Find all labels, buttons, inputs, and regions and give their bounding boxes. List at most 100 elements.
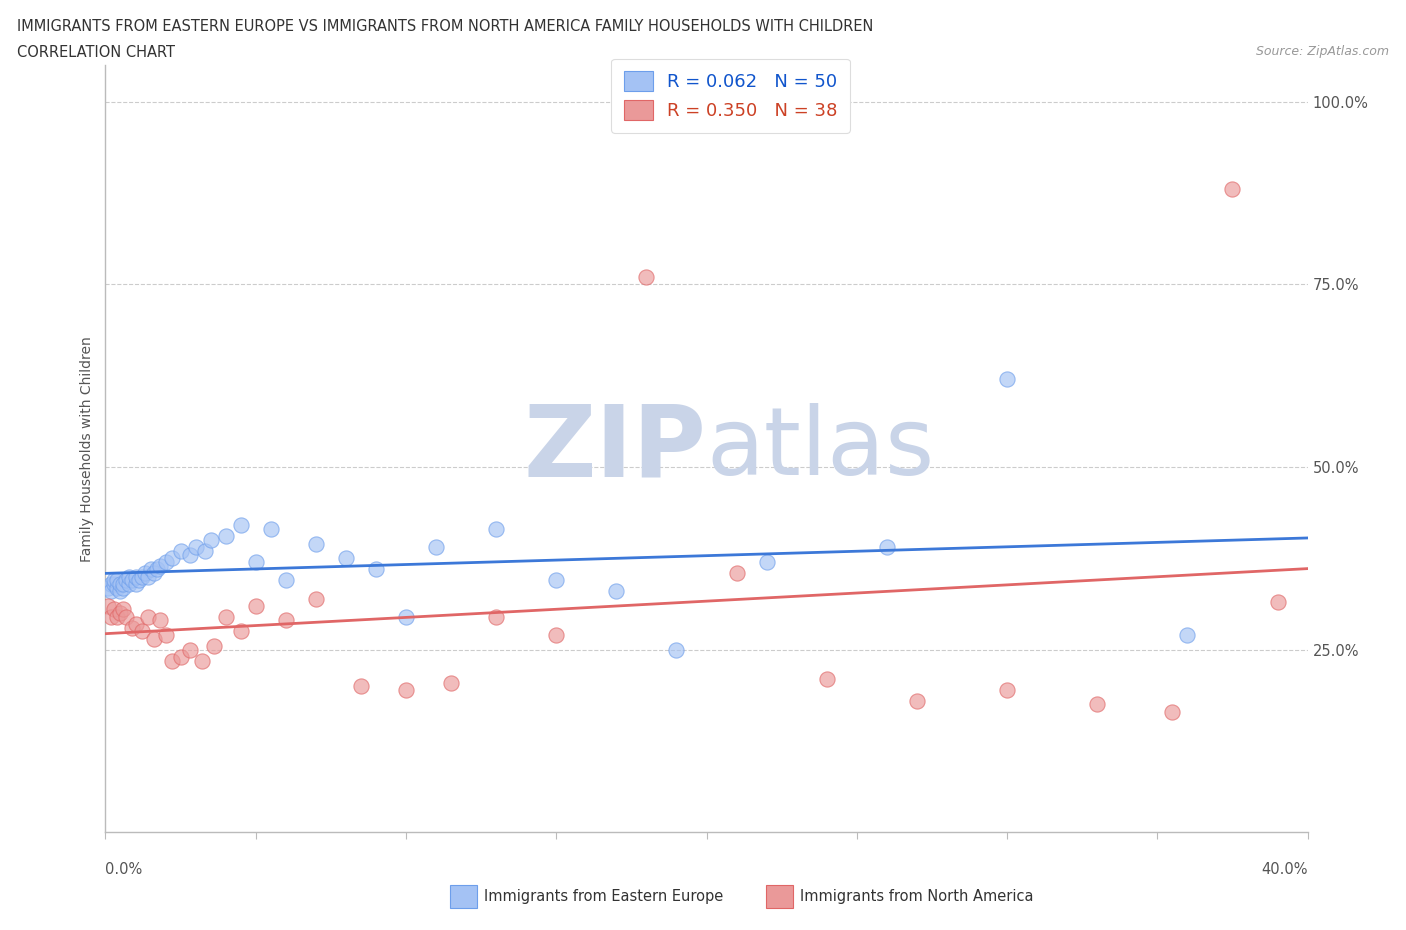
Point xyxy=(107,580,129,595)
Point xyxy=(425,540,447,555)
Point xyxy=(148,613,170,628)
Point xyxy=(905,694,928,709)
Point xyxy=(124,577,146,591)
Point xyxy=(725,565,748,580)
Point xyxy=(335,551,357,565)
Point xyxy=(136,609,159,624)
Legend: R = 0.062   N = 50, R = 0.350   N = 38: R = 0.062 N = 50, R = 0.350 N = 38 xyxy=(612,59,851,133)
Point xyxy=(118,577,141,591)
Text: 40.0%: 40.0% xyxy=(1261,862,1308,877)
Point xyxy=(179,643,201,658)
Point xyxy=(229,624,252,639)
Text: Immigrants from North America: Immigrants from North America xyxy=(800,889,1033,904)
Point xyxy=(665,643,688,658)
Point xyxy=(155,554,177,569)
Point xyxy=(755,554,778,569)
Point xyxy=(815,671,838,686)
Point xyxy=(605,584,627,599)
Y-axis label: Family Households with Children: Family Households with Children xyxy=(80,336,94,562)
Point xyxy=(1161,704,1184,719)
Point xyxy=(364,562,387,577)
Point xyxy=(395,683,418,698)
Text: atlas: atlas xyxy=(707,403,935,495)
Point xyxy=(245,554,267,569)
Point xyxy=(169,543,191,558)
Point xyxy=(100,577,122,591)
FancyBboxPatch shape xyxy=(766,885,793,908)
Point xyxy=(194,543,217,558)
Point xyxy=(112,580,135,595)
Point xyxy=(190,653,212,668)
Point xyxy=(107,609,129,624)
Point xyxy=(139,562,162,577)
FancyBboxPatch shape xyxy=(450,885,477,908)
Point xyxy=(103,573,125,588)
Point xyxy=(305,537,328,551)
Point xyxy=(110,584,132,599)
Text: ZIP: ZIP xyxy=(523,400,707,498)
Point xyxy=(110,577,132,591)
Point xyxy=(245,598,267,613)
Point xyxy=(350,679,373,694)
Text: Immigrants from Eastern Europe: Immigrants from Eastern Europe xyxy=(484,889,723,904)
Point xyxy=(134,565,156,580)
Point xyxy=(160,653,183,668)
Point xyxy=(118,569,141,584)
Point xyxy=(100,609,122,624)
Point xyxy=(200,533,222,548)
Point xyxy=(485,522,508,537)
Point xyxy=(485,609,508,624)
Point xyxy=(184,540,207,555)
Point xyxy=(440,675,463,690)
Point xyxy=(214,609,236,624)
Point xyxy=(148,558,170,573)
Point xyxy=(229,518,252,533)
Point xyxy=(115,573,138,588)
Point xyxy=(876,540,898,555)
Point xyxy=(274,613,297,628)
Point xyxy=(395,609,418,624)
Point xyxy=(100,584,122,599)
Point xyxy=(155,628,177,643)
Point xyxy=(995,683,1018,698)
Point xyxy=(305,591,328,606)
Point xyxy=(179,547,201,562)
Point xyxy=(995,372,1018,387)
Point xyxy=(131,569,153,584)
Point xyxy=(107,573,129,588)
Point xyxy=(103,602,125,617)
Point xyxy=(142,565,165,580)
Point xyxy=(1175,628,1198,643)
Point xyxy=(1085,698,1108,712)
Point xyxy=(260,522,283,537)
Point xyxy=(121,573,143,588)
Point xyxy=(1267,595,1289,610)
Point xyxy=(128,573,150,588)
Point xyxy=(169,649,191,664)
Point xyxy=(214,529,236,544)
Point xyxy=(636,270,658,285)
Text: 0.0%: 0.0% xyxy=(105,862,142,877)
Point xyxy=(274,573,297,588)
Point xyxy=(1222,182,1244,197)
Point xyxy=(142,631,165,646)
Point xyxy=(97,580,120,595)
Point xyxy=(160,551,183,565)
Point xyxy=(121,620,143,635)
Point xyxy=(112,577,135,591)
Point xyxy=(131,624,153,639)
Point xyxy=(124,617,146,631)
Text: Source: ZipAtlas.com: Source: ZipAtlas.com xyxy=(1256,45,1389,58)
Point xyxy=(97,598,120,613)
Point xyxy=(103,577,125,591)
Text: IMMIGRANTS FROM EASTERN EUROPE VS IMMIGRANTS FROM NORTH AMERICA FAMILY HOUSEHOLD: IMMIGRANTS FROM EASTERN EUROPE VS IMMIGR… xyxy=(17,19,873,33)
Text: CORRELATION CHART: CORRELATION CHART xyxy=(17,45,174,60)
Point xyxy=(112,602,135,617)
Point xyxy=(136,569,159,584)
Point xyxy=(145,562,167,577)
Point xyxy=(546,628,568,643)
Point xyxy=(546,573,568,588)
Point xyxy=(124,569,146,584)
Point xyxy=(202,639,225,654)
Point xyxy=(110,605,132,620)
